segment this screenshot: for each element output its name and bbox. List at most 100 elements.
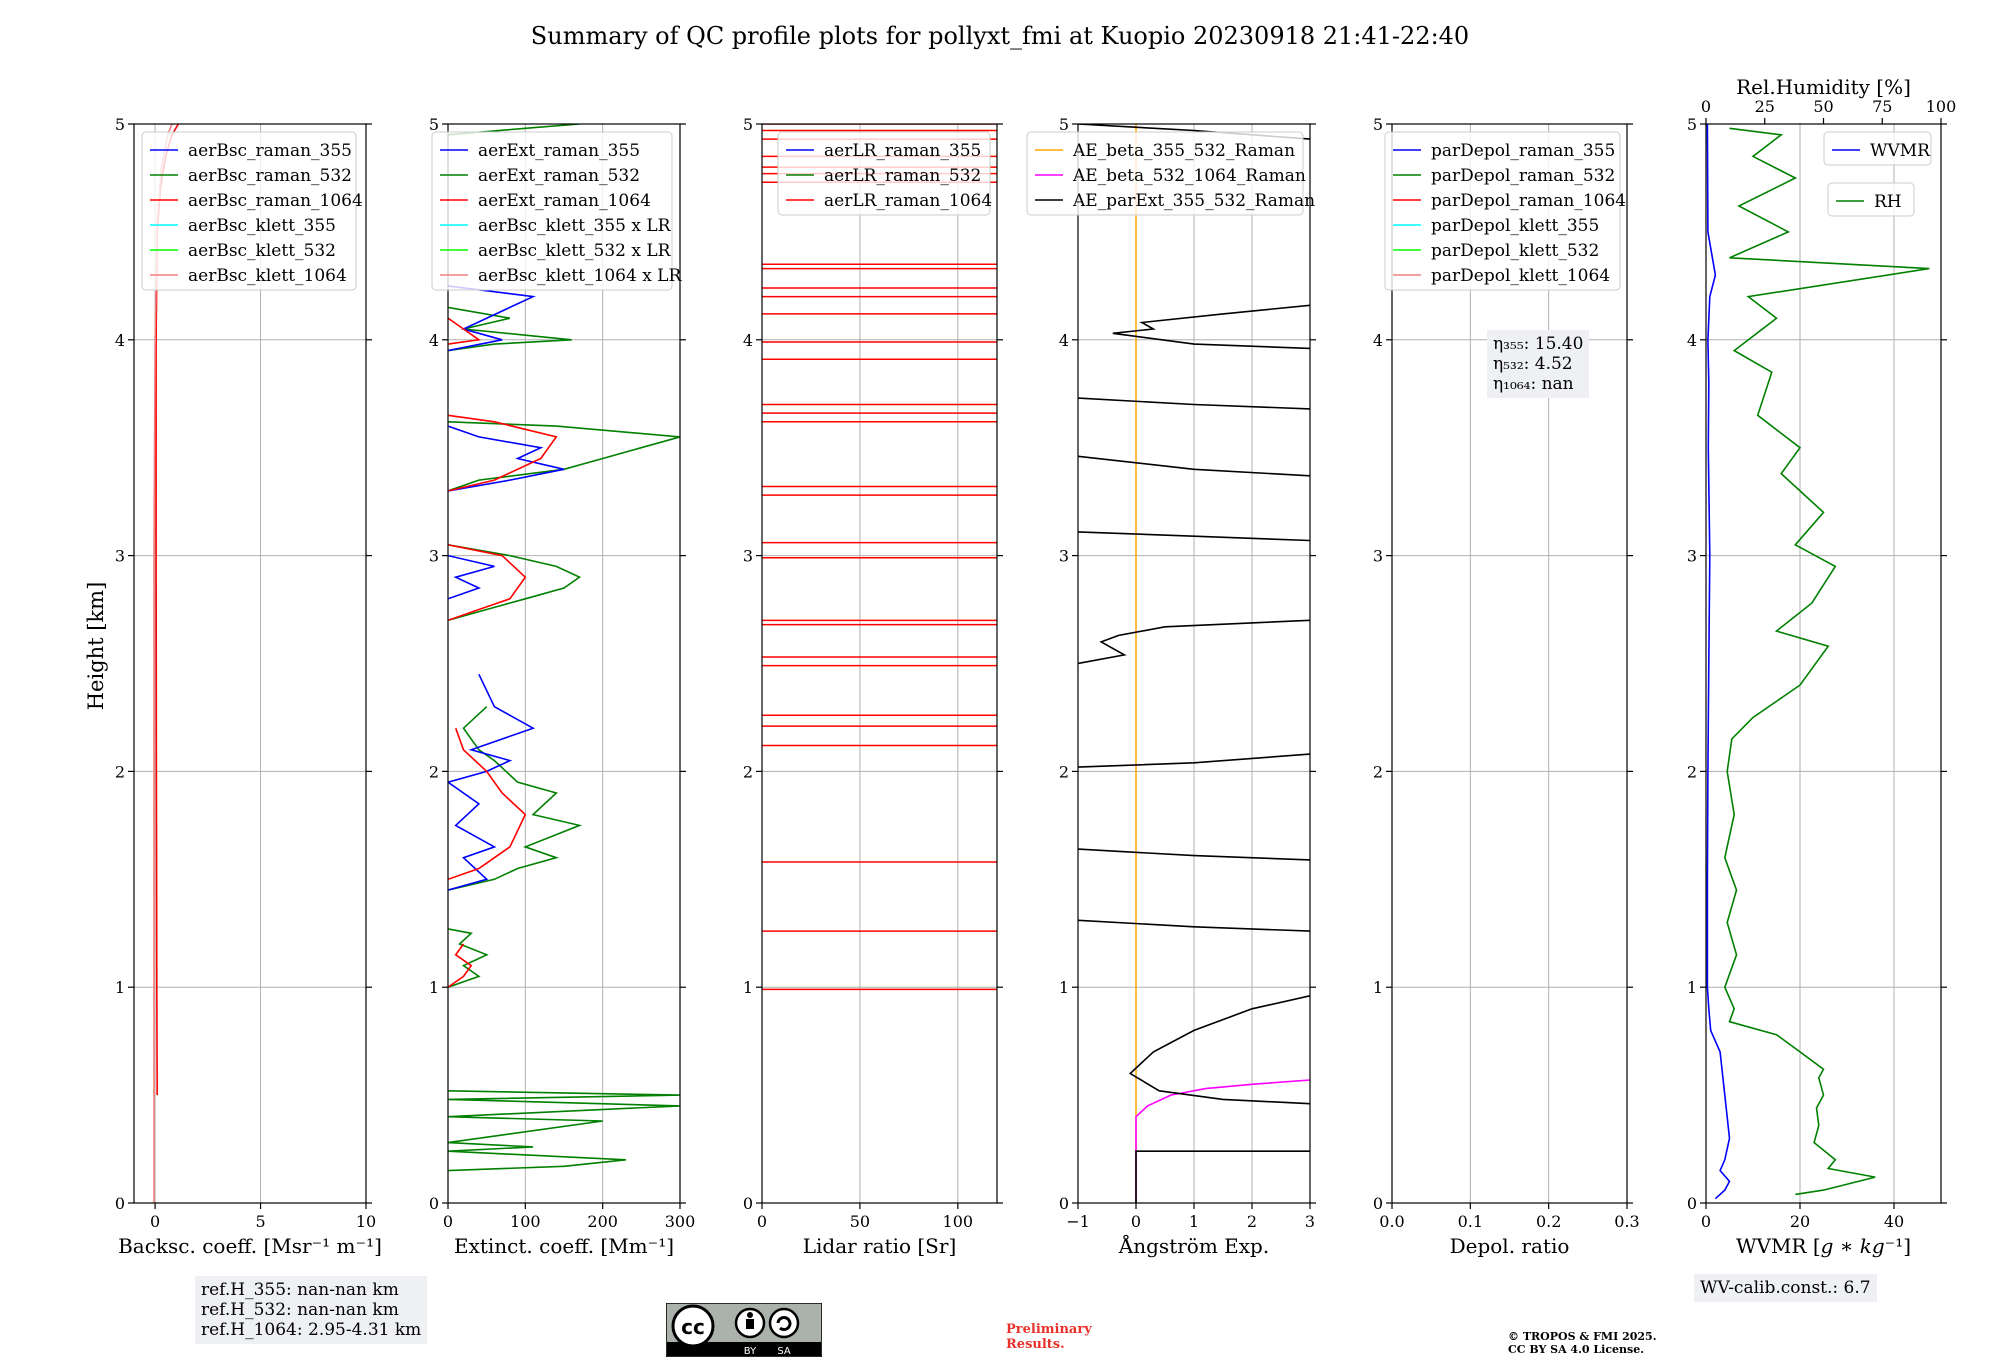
legend-label: aerBsc_klett_1064 x LR bbox=[478, 266, 682, 286]
data-area-wv bbox=[1706, 124, 1930, 1200]
eta-532: η₅₃₂: 4.52 bbox=[1493, 354, 1573, 374]
y-tick-label: 5 bbox=[1687, 115, 1697, 134]
series-AE_parExt_355_532_Raman bbox=[1078, 531, 1310, 542]
y-tick-label: 3 bbox=[1373, 547, 1383, 566]
x-tick-label: 100 bbox=[943, 1212, 974, 1231]
preliminary-line-2: Results. bbox=[1006, 1337, 1065, 1352]
axes-frame bbox=[1705, 123, 1942, 1204]
x-tick-label: −1 bbox=[1066, 1212, 1090, 1231]
y-tick-label: 4 bbox=[1373, 331, 1383, 350]
x-axis-label: Lidar ratio [Sr] bbox=[803, 1234, 957, 1258]
legend-label: WVMR bbox=[1870, 141, 1931, 161]
legend-label: aerLR_raman_1064 bbox=[824, 191, 992, 211]
y-tick-label: 3 bbox=[1059, 547, 1069, 566]
y-tick-label: 4 bbox=[1059, 331, 1069, 350]
axes-frame bbox=[761, 123, 998, 1204]
legend-label: aerExt_raman_532 bbox=[478, 166, 640, 186]
y-tick-label: 0 bbox=[429, 1194, 439, 1213]
copyright-note: © TROPOS & FMI 2025. CC BY SA 4.0 Licens… bbox=[1508, 1330, 1657, 1356]
axes-frame bbox=[133, 123, 367, 1204]
cc-by-label: BY bbox=[744, 1346, 757, 1357]
panel-wv: 0 20 40 0 1 2 3 4 5 WVMR [𝑔 ∗ 𝑘𝑔⁻¹] 0 25 50 75 100 Rel.… bbox=[1687, 75, 1956, 1258]
axes-frame bbox=[1391, 123, 1628, 1204]
series-aerExt_raman_1064 bbox=[448, 544, 527, 622]
y-tick-label: 3 bbox=[743, 547, 753, 566]
legend-label: parDepol_raman_1064 bbox=[1431, 191, 1626, 211]
eta-355: η₃₅₅: 15.40 bbox=[1493, 334, 1584, 354]
legend: aerLR_raman_355 aerLR_raman_532 aerLR_rama… bbox=[777, 131, 992, 216]
legend-label: AE_parExt_355_532_Raman bbox=[1072, 191, 1315, 211]
data-area-ext bbox=[448, 124, 680, 1172]
legend: parDepol_raman_355 parDepol_raman_532 parD… bbox=[1384, 131, 1626, 291]
series-aerExt_raman_355 bbox=[448, 673, 536, 891]
legend-label: RH bbox=[1874, 192, 1902, 212]
x-tick-label: 300 bbox=[665, 1212, 696, 1231]
legend-label: AE_beta_532_1064_Raman bbox=[1072, 166, 1306, 186]
series-aerExt_raman_355 bbox=[448, 554, 495, 600]
ref-h-1064: ref.H_1064: 2.95-4.31 km bbox=[201, 1320, 422, 1340]
legend-box bbox=[777, 131, 991, 216]
series-AE_parExt_355_532_Raman bbox=[1128, 995, 1310, 1105]
legend-label: aerExt_raman_1064 bbox=[478, 191, 651, 211]
figure-title: Summary of QC profile plots for pollyxt_… bbox=[531, 22, 1469, 50]
legend-box bbox=[1384, 131, 1621, 291]
series-AE_parExt_355_532_Raman bbox=[1078, 753, 1310, 768]
legend-label: parDepol_klett_1064 bbox=[1431, 266, 1610, 286]
legend-label: aerBsc_klett_532 x LR bbox=[478, 241, 672, 261]
axes-frame bbox=[447, 123, 681, 1204]
legend-label: aerBsc_klett_532 bbox=[188, 241, 336, 261]
x-axis-label: Extinct. coeff. [Mm⁻¹] bbox=[454, 1234, 674, 1258]
x-tick-label: 0.2 bbox=[1536, 1212, 1561, 1231]
wv-calib-text: WV-calib.const.: 6.7 bbox=[1700, 1278, 1871, 1298]
y-tick-label: 4 bbox=[743, 331, 753, 350]
x2-tick-label: 100 bbox=[1926, 97, 1957, 116]
data-area-lr bbox=[762, 124, 997, 991]
legend: RH bbox=[1827, 182, 1915, 217]
x-tick-label: 0 bbox=[757, 1212, 767, 1231]
x-tick-label: 0 bbox=[1131, 1212, 1141, 1231]
y-tick-label: 1 bbox=[115, 978, 125, 997]
x-tick-label: 2 bbox=[1247, 1212, 1257, 1231]
series-aerExt_raman_1064 bbox=[448, 414, 558, 492]
y-tick-label: 1 bbox=[1687, 978, 1697, 997]
legend-label: parDepol_klett_355 bbox=[1431, 216, 1599, 236]
series-AE_parExt_355_532_Raman bbox=[1078, 919, 1310, 932]
y-tick-label: 2 bbox=[115, 762, 125, 781]
x-tick-label: 200 bbox=[587, 1212, 618, 1231]
legend-label: aerBsc_raman_1064 bbox=[188, 191, 363, 211]
series-AE_parExt_355_532_Raman bbox=[1078, 397, 1310, 410]
y-tick-label: 2 bbox=[429, 762, 439, 781]
y-tick-label: 2 bbox=[1059, 762, 1069, 781]
x-tick-label: 0.0 bbox=[1379, 1212, 1404, 1231]
cc-text: cc bbox=[681, 1315, 705, 1339]
series-AE_parExt_355_532_Raman bbox=[1078, 848, 1310, 861]
series-aerExt_raman_1064 bbox=[448, 943, 473, 988]
y-tick-label: 4 bbox=[1687, 331, 1697, 350]
legend-box bbox=[1026, 131, 1304, 216]
y-tick-label: 1 bbox=[1373, 978, 1383, 997]
legend-box bbox=[141, 131, 357, 291]
y-tick-label: 0 bbox=[1059, 1194, 1069, 1213]
copyright-line-1: © TROPOS & FMI 2025. bbox=[1508, 1330, 1657, 1343]
legend-label: aerBsc_raman_355 bbox=[188, 141, 352, 161]
y-tick-label: 3 bbox=[115, 547, 125, 566]
x2-tick-label: 0 bbox=[1701, 97, 1711, 116]
x-tick-label: 0.1 bbox=[1458, 1212, 1483, 1231]
x-axis-label: Ångström Exp. bbox=[1118, 1233, 1269, 1258]
y-tick-label: 2 bbox=[743, 762, 753, 781]
eta-1064: η₁₀₆₄: nan bbox=[1493, 374, 1574, 394]
x-tick-label: 0 bbox=[150, 1212, 160, 1231]
sa-share-icon bbox=[768, 1307, 800, 1339]
y-tick-label: 3 bbox=[1687, 547, 1697, 566]
y-tick-label: 1 bbox=[1059, 978, 1069, 997]
x-tick-label: 100 bbox=[510, 1212, 541, 1231]
y-tick-label: 2 bbox=[1687, 762, 1697, 781]
x-axis-label: Depol. ratio bbox=[1450, 1234, 1570, 1258]
panel-ext: 0 100 200 300 0 1 2 3 4 5 Extinct. coeff. [Mm⁻¹] ae… bbox=[429, 115, 695, 1258]
y-tick-label: 5 bbox=[743, 115, 753, 134]
panel-bsc: 0 5 10 0 1 2 3 4 5 Backsc. coeff. [Msr⁻¹ m⁻¹] aerB… bbox=[115, 115, 382, 1258]
panel-depol: 0.0 0.1 0.2 0.3 0 1 2 3 4 5 Depol. ratio parDepol_r… bbox=[1373, 115, 1640, 1258]
series-AE_beta_532_1064_Raman bbox=[1135, 1079, 1310, 1203]
y-tick-label: 2 bbox=[1373, 762, 1383, 781]
y-tick-label: 5 bbox=[1059, 115, 1069, 134]
